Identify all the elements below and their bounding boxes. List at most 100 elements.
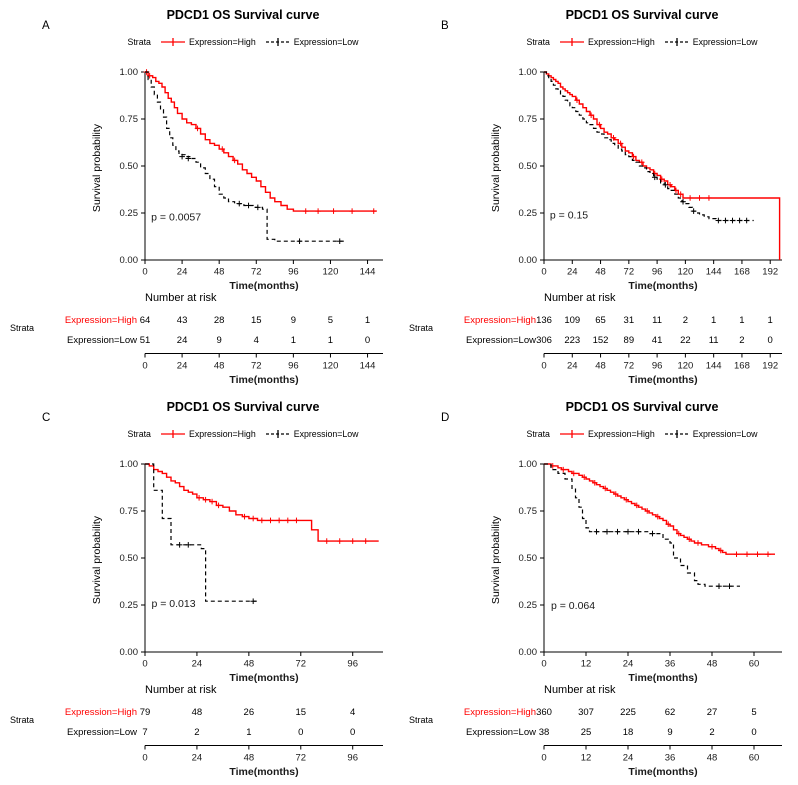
svg-text:168: 168 — [734, 267, 750, 278]
risk-count: 27 — [706, 707, 718, 718]
risk-count: 11 — [652, 315, 663, 326]
risk-strata-label: Strata — [10, 323, 35, 333]
risk-table-title: Number at risk — [544, 684, 616, 696]
svg-text:p = 0.0057: p = 0.0057 — [151, 212, 201, 224]
risk-count: 11 — [708, 335, 719, 346]
risk-row-label-low: Expression=Low — [466, 335, 536, 346]
legend-strata-label: Strata — [526, 37, 550, 47]
risk-count: 1 — [711, 315, 717, 326]
svg-text:96: 96 — [288, 267, 299, 278]
km-plot: 0.00 0.25 0.50 0.75 1.00 0 12 24 36 48 60 Time(mont… — [519, 459, 782, 684]
svg-text:0: 0 — [142, 361, 147, 372]
risk-row-label-high: Expression=High — [64, 707, 137, 718]
risk-table-title: Number at risk — [544, 292, 616, 304]
svg-text:72: 72 — [251, 267, 262, 278]
risk-count: 306 — [536, 335, 552, 346]
svg-text:24: 24 — [192, 659, 203, 670]
panel-title: PDCD1 OS Survival curve — [166, 400, 320, 414]
risk-count: 79 — [139, 707, 151, 718]
svg-text:120: 120 — [323, 267, 339, 278]
svg-text:Time(months): Time(months) — [229, 766, 298, 778]
svg-text:0.50: 0.50 — [519, 553, 538, 564]
svg-text:24: 24 — [192, 753, 203, 764]
panel-title: PDCD1 OS Survival curve — [166, 8, 320, 22]
risk-count: 1 — [364, 315, 371, 326]
risk-axis: 0 12 24 36 48 60 Time(months) — [541, 745, 782, 778]
risk-count: 62 — [664, 707, 676, 718]
svg-text:36: 36 — [665, 659, 676, 670]
risk-count: 24 — [176, 335, 188, 346]
risk-count: 152 — [592, 335, 609, 346]
risk-count: 64 — [139, 315, 151, 326]
svg-text:0.25: 0.25 — [519, 600, 538, 611]
panel-letter: B — [441, 20, 449, 32]
svg-text:0.25: 0.25 — [120, 208, 139, 219]
svg-text:96: 96 — [288, 361, 299, 372]
svg-text:0: 0 — [541, 267, 546, 278]
panel-letter: D — [441, 412, 450, 424]
risk-count: 28 — [213, 315, 225, 326]
svg-text:0: 0 — [541, 753, 546, 764]
legend-item-high: Expression=High — [160, 429, 256, 439]
svg-text:120: 120 — [677, 361, 693, 372]
svg-text:0.00: 0.00 — [120, 255, 139, 266]
km-plot: 0.00 0.25 0.50 0.75 1.00 0 24 48 72 96 120 144 Time(… — [120, 67, 383, 292]
legend-label-low: Expression=Low — [293, 37, 359, 47]
svg-text:48: 48 — [244, 659, 255, 670]
panel-b: B PDCD1 OS Survival curve Strata Express… — [399, 0, 798, 392]
legend-label-high: Expression=High — [188, 429, 256, 439]
risk-axis: 0 24 48 72 96 Time(months) — [142, 745, 383, 778]
risk-axis: 0 24 48 72 96 120 144 168 192 Time(months) — [541, 353, 782, 386]
svg-text:0.50: 0.50 — [120, 553, 139, 564]
svg-text:72: 72 — [624, 361, 635, 372]
legend-label-low: Expression=Low — [293, 429, 359, 439]
legend: Strata Expression=High Expression=Low — [487, 37, 797, 47]
legend: Strata Expression=High Expression=Low — [88, 37, 398, 47]
risk-count: 1 — [290, 335, 296, 346]
km-plot: 0.00 0.25 0.50 0.75 1.00 0 24 48 72 96 Time(months… — [120, 459, 383, 684]
svg-text:Time(months): Time(months) — [628, 374, 697, 386]
risk-strata-label: Strata — [409, 715, 434, 725]
svg-text:96: 96 — [347, 659, 358, 670]
risk-count: 2 — [739, 335, 745, 346]
svg-text:96: 96 — [652, 267, 663, 278]
svg-text:72: 72 — [624, 267, 635, 278]
risk-count: 4 — [350, 707, 356, 718]
risk-count: 0 — [364, 335, 371, 346]
legend-label-low: Expression=Low — [692, 429, 758, 439]
km-plot: 0.00 0.25 0.50 0.75 1.00 0 24 48 72 96 120 144 168 19… — [519, 67, 782, 292]
svg-text:48: 48 — [244, 753, 255, 764]
risk-count: 1 — [246, 727, 252, 738]
risk-count: 2 — [709, 727, 715, 738]
risk-count: 48 — [191, 707, 203, 718]
risk-axis: 0 24 48 72 96 120 144 Time(months) — [142, 353, 383, 386]
high-curve-key-icon — [559, 430, 584, 438]
svg-text:96: 96 — [347, 753, 358, 764]
risk-count: 25 — [580, 727, 592, 738]
svg-text:12: 12 — [581, 659, 592, 670]
risk-row-label-low: Expression=Low — [67, 335, 137, 346]
svg-text:0: 0 — [541, 361, 546, 372]
legend-item-low: Expression=Low — [664, 37, 758, 47]
svg-text:48: 48 — [707, 753, 718, 764]
risk-row-label-high: Expression=High — [64, 315, 137, 326]
legend-strata-label: Strata — [127, 429, 151, 439]
risk-row-low: Expression=Low 38 25 18 9 2 0 — [399, 727, 798, 741]
risk-count: 2 — [682, 315, 689, 326]
legend-item-high: Expression=High — [160, 37, 256, 47]
panel-c: C PDCD1 OS Survival curve Strata Express… — [0, 392, 399, 784]
risk-count: 2 — [194, 727, 200, 738]
svg-text:144: 144 — [706, 361, 722, 372]
risk-count: 1 — [739, 315, 745, 326]
low-curve-key-icon — [664, 430, 689, 438]
svg-text:24: 24 — [177, 267, 188, 278]
panel-d: D PDCD1 OS Survival curve Strata Express… — [399, 392, 798, 784]
risk-count: 9 — [290, 315, 296, 326]
svg-text:24: 24 — [567, 361, 578, 372]
risk-strata-label: Strata — [10, 715, 35, 725]
svg-text:Time(months): Time(months) — [628, 766, 697, 778]
svg-text:p = 0.013: p = 0.013 — [151, 598, 195, 610]
legend-item-low: Expression=Low — [265, 429, 359, 439]
panel-a: A PDCD1 OS Survival curve Strata Express… — [0, 0, 399, 392]
risk-row-label-high: Expression=High — [463, 707, 536, 718]
